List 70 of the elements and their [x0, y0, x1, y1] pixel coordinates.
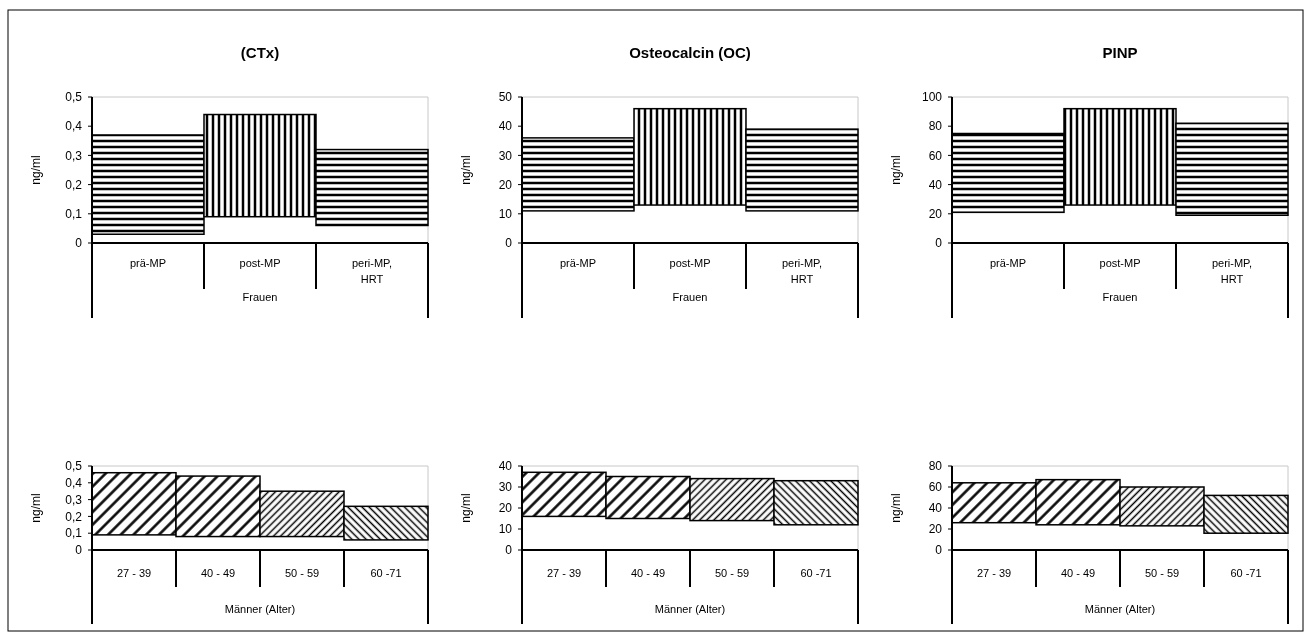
x-tick-label: peri-MP, HRT — [351, 257, 393, 285]
x-tick-label: post-MP — [1099, 257, 1141, 269]
x-tick-label: peri-MP, HRT — [781, 257, 823, 285]
y-tick-label: 0,5 — [65, 459, 83, 474]
x-axis-title: Frauen — [242, 291, 278, 303]
y-tick-label: 0,3 — [65, 148, 83, 163]
x-axis-title: Männer (Alter) — [224, 603, 296, 615]
x-tick-label: 27 - 39 — [976, 567, 1012, 579]
x-axis-title: Frauen — [672, 291, 708, 303]
x-tick-label: post-MP — [669, 257, 711, 269]
y-tick-label: 0,2 — [65, 509, 83, 524]
x-tick-label: 60 -71 — [370, 567, 402, 579]
y-tick-label: 60 — [928, 148, 943, 163]
y-tick-label: 40 — [498, 459, 513, 474]
x-tick-label: prä-MP — [129, 257, 167, 269]
y-tick-label: 0 — [935, 543, 943, 558]
y-axis-title: ng/ml — [29, 493, 43, 523]
x-axis-title: Männer (Alter) — [654, 603, 726, 615]
y-tick-label: 50 — [498, 90, 513, 105]
y-tick-label: 20 — [928, 207, 943, 221]
x-axis-title: Frauen — [1102, 291, 1138, 303]
y-tick-label: 40 — [498, 119, 513, 134]
x-tick-label: 27 - 39 — [546, 567, 582, 579]
y-axis-title: ng/ml — [889, 155, 903, 185]
y-tick-label: 40 — [928, 501, 943, 516]
chart-title: Osteocalcin (OC) — [629, 44, 751, 61]
y-tick-label: 0,5 — [65, 90, 83, 105]
y-tick-label: 10 — [498, 207, 513, 221]
y-tick-label: 0 — [75, 543, 83, 558]
y-tick-label: 0,4 — [65, 119, 83, 134]
x-tick-label: post-MP — [239, 257, 281, 269]
x-tick-label: prä-MP — [559, 257, 597, 269]
chart-title: PINP — [1102, 44, 1138, 61]
y-axis-title: ng/ml — [459, 155, 473, 185]
x-tick-label: 40 - 49 — [630, 567, 666, 579]
y-tick-label: 0 — [505, 543, 513, 558]
y-tick-label: 0,4 — [65, 476, 83, 490]
y-tick-label: 0,1 — [65, 526, 83, 541]
y-tick-label: 80 — [928, 459, 943, 474]
y-tick-label: 60 — [928, 480, 943, 495]
x-tick-label: 50 - 59 — [284, 567, 320, 579]
y-tick-label: 0 — [935, 236, 943, 251]
y-tick-label: 0 — [75, 236, 83, 251]
y-tick-label: 40 — [928, 177, 943, 192]
x-tick-label: prä-MP — [989, 257, 1027, 269]
y-tick-label: 20 — [498, 501, 513, 516]
y-tick-label: 100 — [921, 90, 943, 105]
chart-title: (CTx) — [240, 44, 280, 61]
x-tick-label: 50 - 59 — [1144, 567, 1180, 579]
y-tick-label: 30 — [498, 480, 513, 495]
y-axis-title: ng/ml — [459, 493, 473, 523]
x-tick-label: 50 - 59 — [714, 567, 750, 579]
y-tick-label: 0,1 — [65, 207, 83, 221]
y-tick-label: 0 — [505, 236, 513, 251]
y-tick-label: 80 — [928, 119, 943, 134]
y-axis-title: ng/ml — [29, 155, 43, 185]
y-tick-label: 10 — [498, 522, 513, 537]
y-tick-label: 20 — [498, 177, 513, 192]
x-axis-title: Männer (Alter) — [1084, 603, 1156, 615]
x-tick-label: 60 -71 — [1230, 567, 1262, 579]
y-tick-label: 20 — [928, 522, 943, 537]
x-tick-label: 27 - 39 — [116, 567, 152, 579]
y-tick-label: 0,2 — [65, 177, 83, 192]
x-tick-label: 40 - 49 — [1060, 567, 1096, 579]
x-tick-label: peri-MP, HRT — [1211, 257, 1253, 285]
x-tick-label: 60 -71 — [800, 567, 832, 579]
y-axis-title: ng/ml — [889, 493, 903, 523]
y-tick-label: 0,3 — [65, 492, 83, 507]
x-tick-label: 40 - 49 — [200, 567, 236, 579]
y-tick-label: 30 — [498, 148, 513, 163]
